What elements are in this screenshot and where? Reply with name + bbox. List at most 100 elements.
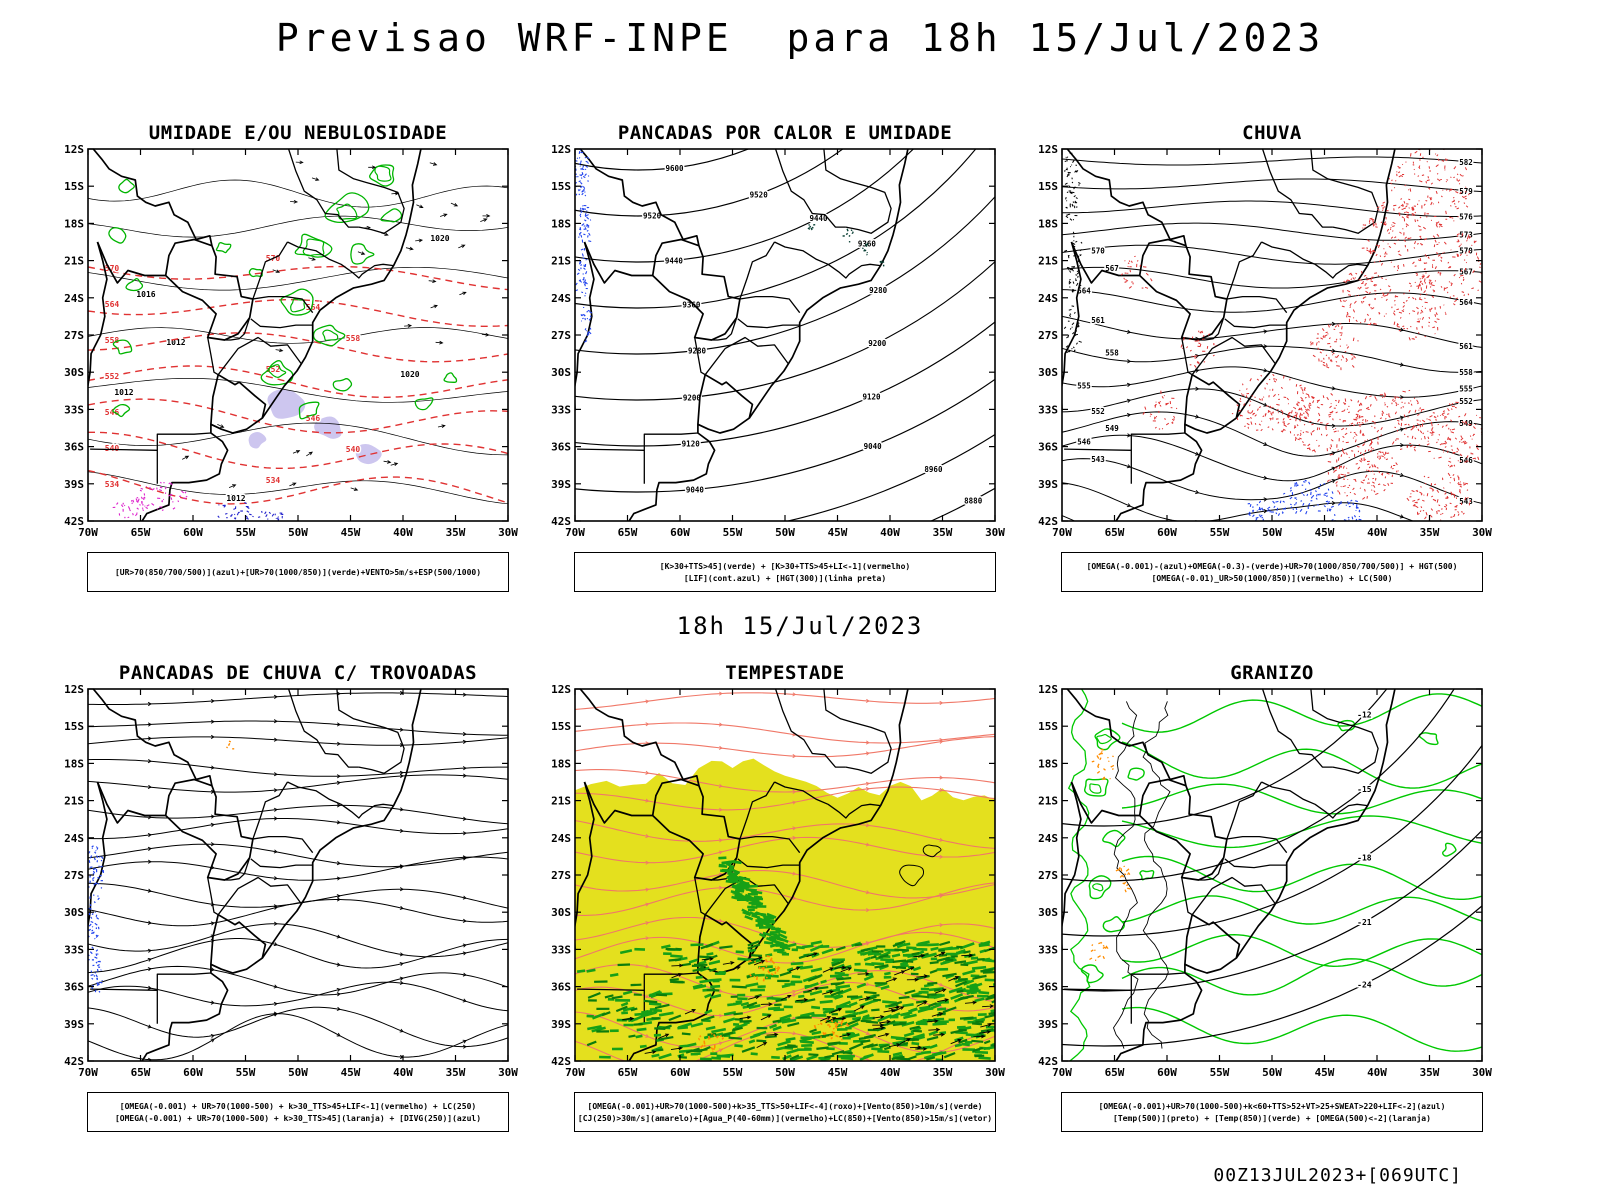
svg-text:18S: 18S	[64, 217, 84, 230]
legend-line: [UR>70(850/700/500)](azul)+[UR>70(1000/8…	[114, 567, 482, 577]
svg-text:27S: 27S	[64, 869, 84, 882]
svg-text:36S: 36S	[1038, 441, 1058, 454]
svg-text:39S: 39S	[64, 478, 84, 491]
svg-text:30S: 30S	[1038, 366, 1058, 379]
svg-text:30S: 30S	[551, 906, 571, 919]
panel-row-bottom: PANCADAS DE CHUVA C/ TROVOADAS 12S 15S 18S…	[0, 662, 1600, 1132]
panel-title-umidade: UMIDADE E/OU NEBULOSIDADE	[148, 122, 448, 144]
svg-text:42S: 42S	[64, 1055, 84, 1068]
svg-text:567: 567	[1459, 267, 1473, 276]
svg-text:8960: 8960	[924, 465, 943, 474]
mid-datetime: 18h 15/Jul/2023	[676, 612, 924, 640]
panel-chuva: CHUVA 582 579 576 573 570 570 567 567 564 564 561 5…	[1016, 122, 1492, 592]
svg-text:555: 555	[1077, 381, 1091, 390]
legend-box-trovoadas: [OMEGA(-0.001) + UR>70(1000-500) + k>30_…	[87, 1092, 509, 1132]
svg-text:39S: 39S	[551, 1018, 571, 1031]
svg-text:65W: 65W	[618, 526, 638, 539]
svg-text:35W: 35W	[933, 1066, 953, 1079]
svg-text:30W: 30W	[1472, 526, 1492, 539]
svg-text:42S: 42S	[551, 1055, 571, 1068]
svg-text:33S: 33S	[64, 943, 84, 956]
svg-text:24S: 24S	[551, 292, 571, 305]
svg-text:65W: 65W	[131, 526, 151, 539]
svg-text:27S: 27S	[1038, 329, 1058, 342]
svg-text:27S: 27S	[551, 869, 571, 882]
svg-text:30S: 30S	[551, 366, 571, 379]
svg-text:36S: 36S	[64, 441, 84, 454]
svg-text:45W: 45W	[341, 526, 361, 539]
svg-text:12S: 12S	[1038, 683, 1058, 696]
svg-text:561: 561	[1091, 316, 1105, 325]
legend-line: [LIF](cont.azul) + [HGT(300)](linha pret…	[683, 573, 887, 583]
svg-text:35W: 35W	[1420, 526, 1440, 539]
svg-text:42S: 42S	[551, 515, 571, 528]
svg-text:33S: 33S	[64, 403, 84, 416]
svg-text:582: 582	[1459, 158, 1473, 167]
svg-text:65W: 65W	[1105, 526, 1125, 539]
svg-text:65W: 65W	[1105, 1066, 1125, 1079]
svg-text:35W: 35W	[446, 526, 466, 539]
legend-line: [OMEGA(-0.001) + UR>70(1000-500) + k>30_…	[119, 1101, 477, 1111]
svg-text:564: 564	[1077, 286, 1091, 295]
svg-text:27S: 27S	[1038, 869, 1058, 882]
svg-text:9600: 9600	[666, 164, 685, 173]
legend-box-pancadas-calor: [K>30+TTS>45](verde) + [K>30+TTS>45+LI<-…	[574, 552, 996, 592]
svg-text:552: 552	[105, 372, 120, 381]
svg-text:546: 546	[1459, 456, 1473, 465]
svg-text:1012: 1012	[226, 494, 245, 503]
svg-text:18S: 18S	[1038, 217, 1058, 230]
svg-text:561: 561	[1459, 342, 1473, 351]
svg-text:30W: 30W	[985, 1066, 1005, 1079]
svg-text:40W: 40W	[880, 1066, 900, 1079]
svg-text:45W: 45W	[1315, 526, 1335, 539]
svg-text:24S: 24S	[1038, 292, 1058, 305]
legend-box-granizo: [OMEGA(-0.001)+UR>70(1000-500)+k<60+TTS>…	[1061, 1092, 1483, 1132]
legend-line: [OMEGA(-0.01)_UR>50(1000/850)](vermelho)…	[1151, 573, 1393, 583]
svg-text:30W: 30W	[1472, 1066, 1492, 1079]
svg-text:9440: 9440	[665, 256, 684, 265]
panel-row-top: UMIDADE E/OU NEBULOSIDADE 1016 1012 1020 10…	[0, 122, 1600, 592]
svg-text:42S: 42S	[1038, 1055, 1058, 1068]
panel-title-tempestade: TEMPESTADE	[725, 662, 845, 684]
panel-title-granizo: GRANIZO	[1230, 662, 1314, 684]
svg-text:60W: 60W	[183, 1066, 203, 1079]
svg-text:12S: 12S	[551, 143, 571, 156]
panel-granizo: GRANIZO -12 -15 -18 -21 -24 12S 15S 18S 21S 24S 27…	[1016, 662, 1492, 1132]
svg-text:33S: 33S	[1038, 403, 1058, 416]
svg-text:24S: 24S	[64, 292, 84, 305]
svg-text:36S: 36S	[551, 981, 571, 994]
svg-text:39S: 39S	[1038, 1018, 1058, 1031]
svg-text:540: 540	[105, 444, 120, 453]
panel-title-chuva: CHUVA	[1242, 122, 1302, 144]
svg-text:9440: 9440	[809, 214, 828, 223]
svg-text:30S: 30S	[64, 906, 84, 919]
legend-line: [K>30+TTS>45](verde) + [K>30+TTS>45+LI<-…	[659, 561, 911, 571]
svg-text:60W: 60W	[183, 526, 203, 539]
svg-text:35W: 35W	[933, 526, 953, 539]
svg-text:15S: 15S	[1038, 180, 1058, 193]
svg-text:30W: 30W	[985, 526, 1005, 539]
legend-line: [OMEGA(-0.001)+UR>70(1000-500)+k>35_TTS>…	[587, 1101, 983, 1111]
svg-text:55W: 55W	[236, 1066, 256, 1079]
svg-text:1012: 1012	[114, 388, 133, 397]
svg-text:9520: 9520	[750, 190, 769, 199]
svg-text:21S: 21S	[551, 255, 571, 268]
svg-text:558: 558	[1459, 368, 1473, 377]
svg-text:21S: 21S	[1038, 795, 1058, 808]
svg-text:15S: 15S	[64, 180, 84, 193]
svg-text:24S: 24S	[64, 832, 84, 845]
svg-text:21S: 21S	[64, 255, 84, 268]
svg-text:9200: 9200	[868, 339, 887, 348]
svg-text:9280: 9280	[869, 286, 888, 295]
svg-text:570: 570	[1459, 246, 1473, 255]
svg-text:570: 570	[1091, 246, 1105, 255]
svg-text:546: 546	[1077, 438, 1091, 447]
svg-text:546: 546	[105, 408, 120, 417]
svg-text:45W: 45W	[341, 1066, 361, 1079]
svg-text:552: 552	[266, 365, 281, 374]
svg-text:45W: 45W	[828, 1066, 848, 1079]
